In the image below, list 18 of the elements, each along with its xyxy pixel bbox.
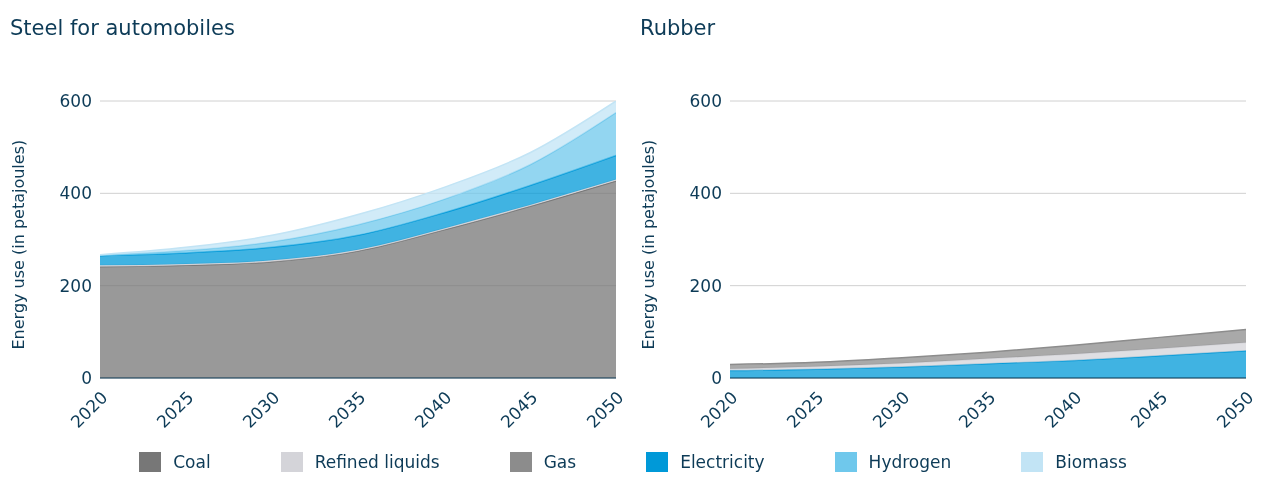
y-tick-label: 600 [59, 91, 92, 112]
y-tick-label: 600 [689, 91, 722, 112]
y-tick-label: 400 [59, 183, 92, 204]
legend-label: Electricity [680, 452, 765, 472]
legend-label: Coal [173, 452, 211, 472]
y-axis-title: Energy use (in petajoules) [638, 139, 658, 350]
y-axis-title: Energy use (in petajoules) [8, 139, 28, 350]
y-tick-label: 0 [711, 368, 722, 389]
y-tick-label: 0 [81, 368, 92, 389]
legend-label: Biomass [1055, 452, 1127, 472]
y-tick-label: 200 [689, 275, 722, 296]
legend-label: Gas [543, 452, 577, 472]
legend-label: Hydrogen [868, 452, 952, 472]
y-tick-label: 200 [59, 275, 92, 296]
y-tick-label: 400 [689, 183, 722, 204]
chart-title: Steel for automobiles [9, 15, 236, 42]
chart-title: Rubber [639, 15, 717, 42]
legend-label: Refined liquids [314, 452, 440, 472]
